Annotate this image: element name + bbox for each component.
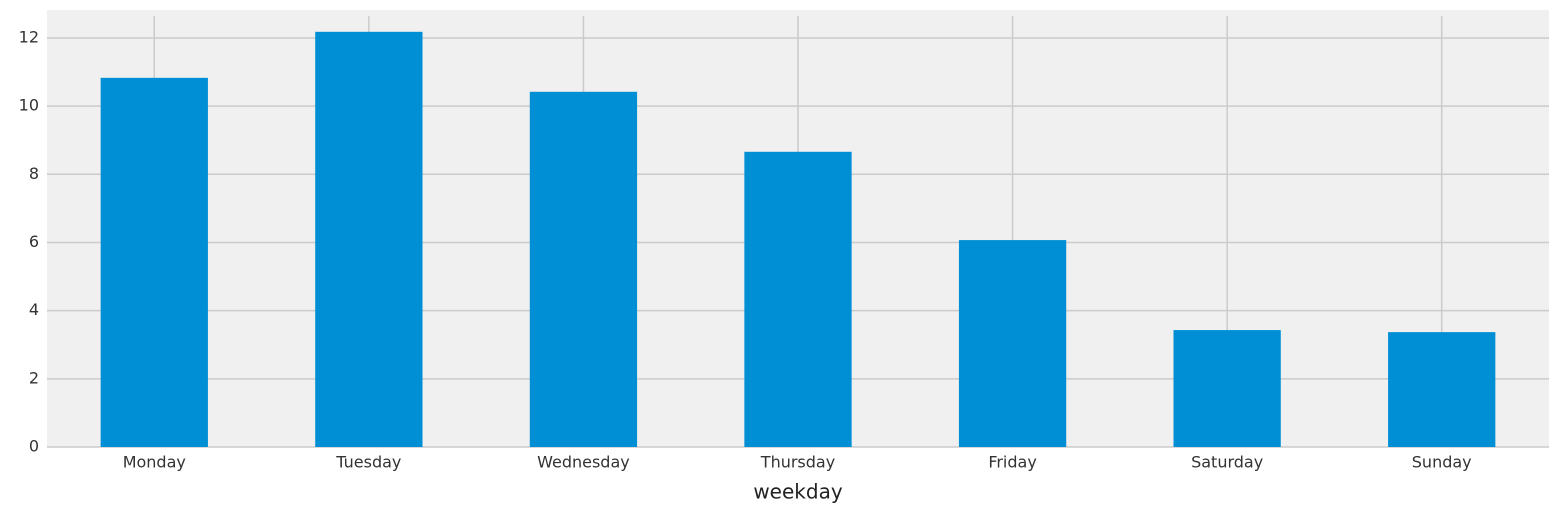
y-tick-label: 0 — [29, 437, 39, 456]
x-tick-label: Friday — [988, 453, 1037, 472]
bar — [1388, 332, 1496, 447]
bar — [958, 240, 1067, 447]
y-tick-label: 10 — [19, 96, 39, 115]
bar — [315, 31, 423, 447]
x-axis-label: weekday — [753, 480, 843, 504]
x-tick-label: Sunday — [1412, 453, 1472, 472]
y-tick-label: 12 — [19, 27, 39, 46]
y-tick-label: 2 — [29, 368, 39, 387]
bar — [529, 91, 638, 448]
x-tick-label: Saturday — [1191, 453, 1263, 472]
x-tick-label: Tuesday — [335, 453, 401, 472]
y-tick-label: 4 — [29, 300, 39, 319]
y-tick-label: 8 — [29, 164, 39, 183]
x-tick-label: Wednesday — [537, 453, 630, 472]
x-tick-label: Monday — [123, 453, 186, 472]
x-tick-label: Thursday — [760, 453, 835, 472]
bar — [1173, 330, 1281, 447]
y-tick-label: 6 — [29, 232, 39, 251]
bar — [744, 151, 852, 447]
bar — [100, 77, 208, 447]
